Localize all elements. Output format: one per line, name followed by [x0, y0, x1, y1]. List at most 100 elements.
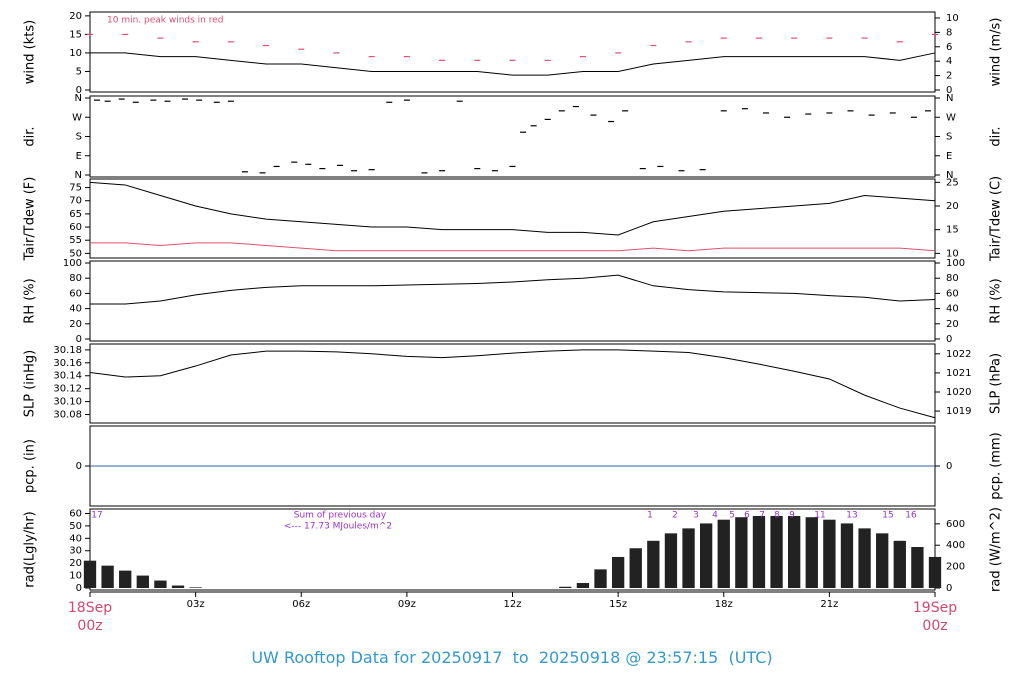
bar — [770, 515, 783, 588]
y-tick-label: 10 — [69, 48, 82, 59]
y-tick-label: 60 — [69, 508, 82, 519]
annotation: 9 — [789, 511, 795, 521]
y2-tick-label: 15 — [946, 225, 959, 236]
y2-axis-label: wind (m/s) — [989, 18, 1004, 87]
y2-tick-label: 6 — [946, 42, 952, 53]
bar — [119, 570, 132, 588]
x-tick-label: 15z — [609, 599, 628, 610]
annotation: 4 — [712, 511, 718, 521]
y2-tick-label: 4 — [946, 56, 952, 67]
y2-axis-label: Tair/Tdew (C) — [989, 176, 1004, 262]
y-tick-label: 70 — [69, 196, 82, 207]
y2-tick-label: 100 — [946, 258, 965, 269]
y2-tick-label: 0 — [946, 85, 952, 96]
bar — [911, 547, 924, 588]
series-line — [90, 52, 936, 76]
y2-tick-label: 1020 — [946, 387, 971, 398]
x-tick-label: 18z — [714, 599, 733, 610]
bar — [171, 585, 185, 588]
y-tick-label: 80 — [69, 273, 82, 284]
y2-axis-label: rad (W/m^2) — [989, 507, 1004, 592]
y2-tick-label: 0 — [946, 461, 952, 472]
y2-tick-label: W — [946, 112, 956, 123]
y-axis-label: Tair/Tdew (F) — [23, 177, 38, 262]
annotation: 8 — [774, 511, 780, 521]
y-tick-label: 60 — [69, 288, 82, 299]
y2-tick-label: N — [946, 93, 953, 104]
annotation: 1 — [647, 511, 653, 521]
annotation: 5 — [729, 511, 735, 521]
y-tick-label: 0 — [76, 334, 82, 345]
x-tick-label: 03z — [186, 599, 205, 610]
y-tick-label: 0 — [76, 583, 82, 594]
y2-tick-label: 1019 — [946, 406, 971, 417]
bar — [893, 540, 906, 588]
y-axis-label: SLP (inHg) — [23, 350, 38, 418]
y2-tick-label: E — [946, 151, 952, 162]
y-tick-label: 0 — [76, 85, 82, 96]
y-tick-label: 15 — [69, 29, 82, 40]
bar — [629, 548, 642, 588]
y-tick-label: 30.14 — [53, 371, 82, 382]
series-line — [90, 274, 936, 305]
y-axis-label: rad(Lgly/hr) — [23, 511, 38, 587]
y2-tick-label: 10 — [946, 13, 959, 24]
y-tick-label: 30.16 — [53, 358, 82, 369]
y-tick-label: 30.18 — [53, 345, 82, 356]
y-tick-label: 50 — [69, 248, 82, 259]
bar — [876, 533, 889, 588]
y-tick-label: 55 — [69, 235, 82, 246]
x-tick-label: 06z — [292, 599, 311, 610]
annotation: 3 — [693, 511, 699, 521]
y-tick-label: 30 — [69, 546, 82, 557]
y2-tick-label: 10 — [946, 248, 959, 259]
y-tick-label: 65 — [69, 209, 82, 220]
bar — [594, 569, 607, 588]
x-tick-label: 12z — [503, 599, 522, 610]
y2-tick-label: 25 — [946, 177, 959, 188]
bar — [576, 583, 590, 588]
y-tick-label: 60 — [69, 222, 82, 233]
y-tick-label: 75 — [69, 183, 82, 194]
chart-title: UW Rooftop Data for 20250917 to 20250918… — [251, 648, 773, 667]
bar — [823, 519, 836, 588]
y-tick-label: 40 — [69, 533, 82, 544]
y-tick-label: N — [75, 170, 82, 181]
annotation: <--- 17.73 MJoules/m^2 — [284, 522, 392, 532]
annotation: 17 — [91, 511, 102, 521]
plot-frame — [89, 343, 936, 424]
y2-tick-label: 8 — [946, 27, 952, 38]
y-tick-label: 30.12 — [53, 384, 82, 395]
bar — [805, 517, 818, 588]
y-tick-label: 30.10 — [53, 397, 82, 408]
y-axis-label: wind (kts) — [23, 20, 38, 84]
x-tick-label: 19Sep 00z — [912, 600, 958, 634]
y-tick-label: 20 — [69, 319, 82, 330]
y2-axis-label: dir. — [989, 126, 1004, 146]
y-tick-label: 20 — [69, 558, 82, 569]
bar — [682, 528, 695, 588]
bar — [136, 575, 149, 588]
bar — [664, 533, 678, 588]
y2-axis-label: pcp. (mm) — [989, 432, 1004, 499]
y2-tick-label: 80 — [946, 273, 959, 284]
y-tick-label: 10 — [69, 571, 82, 582]
annotation: 15 — [882, 511, 893, 521]
y2-tick-label: 0 — [946, 583, 952, 594]
annotation: 13 — [846, 511, 857, 521]
y2-tick-label: 40 — [946, 304, 959, 315]
plot-frame — [89, 95, 936, 178]
y-tick-label: 40 — [69, 304, 82, 315]
x-tick-label: 18Sep 00z — [67, 600, 113, 634]
annotation: 10 min. peak winds in red — [107, 16, 224, 26]
bar — [647, 540, 660, 588]
y-tick-label: 0 — [76, 461, 82, 472]
bar — [788, 515, 801, 588]
y2-tick-label: 1021 — [946, 368, 971, 379]
y2-tick-label: S — [946, 132, 952, 143]
y-axis-label: pcp. (in) — [23, 439, 38, 493]
y-tick-label: S — [76, 132, 82, 143]
y-tick-label: W — [72, 112, 82, 123]
y-tick-label: 100 — [63, 258, 82, 269]
